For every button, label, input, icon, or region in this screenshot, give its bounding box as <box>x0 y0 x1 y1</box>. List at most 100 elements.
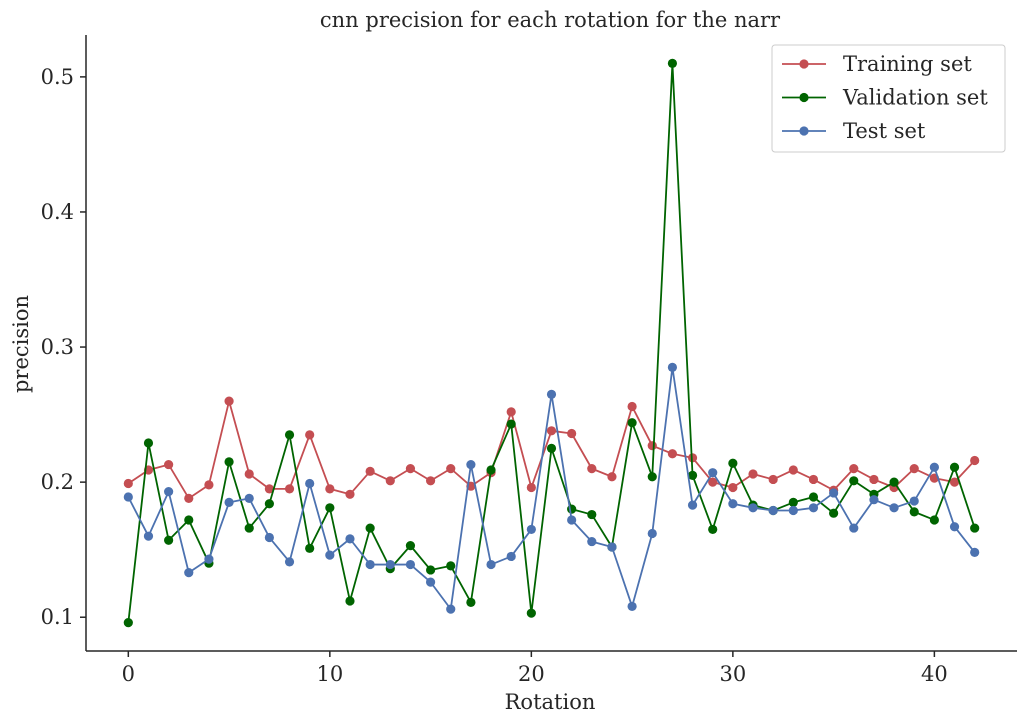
data-point-validation-set <box>365 523 375 533</box>
data-point-validation-set <box>446 561 456 571</box>
x-tick-label: 0 <box>122 662 135 686</box>
data-point-test-set <box>446 604 456 614</box>
data-point-training-set <box>728 482 738 493</box>
data-point-validation-set <box>143 438 154 448</box>
data-point-training-set <box>546 426 557 436</box>
data-point-test-set <box>164 486 174 497</box>
legend: Training set Validation set Test set <box>771 44 1006 153</box>
data-point-training-set <box>123 478 133 489</box>
y-tick-label: 0.3 <box>41 335 74 359</box>
data-point-test-set <box>949 522 960 532</box>
series-line-test-set <box>127 366 976 611</box>
data-point-training-set <box>446 464 456 474</box>
data-point-validation-set <box>506 419 516 429</box>
data-point-validation-set <box>647 472 657 482</box>
data-point-training-set <box>204 480 214 490</box>
data-point-training-set <box>244 469 254 479</box>
data-point-training-set <box>587 464 597 474</box>
data-point-training-set <box>305 430 315 440</box>
y-tick-label: 0.5 <box>41 65 74 89</box>
data-point-validation-set <box>526 608 536 618</box>
x-axis-label: Rotation <box>505 690 596 714</box>
data-point-training-set <box>506 407 516 417</box>
data-point-training-set <box>768 474 778 485</box>
data-point-validation-set <box>728 458 738 468</box>
data-point-test-set <box>788 505 798 516</box>
y-tick-label: 0.2 <box>41 470 74 494</box>
legend-item-training-set: Training set <box>782 52 972 76</box>
data-point-test-set <box>708 468 718 478</box>
data-point-test-set <box>889 503 899 513</box>
data-point-validation-set <box>264 499 274 509</box>
data-point-training-set <box>325 484 335 494</box>
data-point-training-set <box>708 477 718 487</box>
data-point-test-set <box>143 531 154 541</box>
data-point-test-set <box>667 362 678 372</box>
data-point-test-set <box>526 524 536 535</box>
data-point-validation-set <box>244 523 254 533</box>
data-point-test-set <box>909 496 919 506</box>
data-point-validation-set <box>305 543 315 553</box>
data-point-validation-set <box>808 492 819 502</box>
legend-marker <box>799 59 809 69</box>
data-point-validation-set <box>949 462 960 472</box>
data-point-test-set <box>284 557 295 567</box>
data-point-test-set <box>385 559 395 570</box>
data-point-validation-set <box>123 618 133 628</box>
x-tick-label: 30 <box>719 662 746 686</box>
data-point-training-set <box>284 484 295 494</box>
data-point-training-set <box>184 493 194 503</box>
data-point-validation-set <box>667 58 678 68</box>
data-point-test-set <box>728 499 738 509</box>
data-point-training-set <box>667 449 678 459</box>
data-point-training-set <box>788 465 798 475</box>
data-point-training-set <box>949 477 960 487</box>
data-point-validation-set <box>466 597 476 607</box>
data-point-training-set <box>526 482 536 493</box>
data-point-training-set <box>567 428 577 439</box>
data-point-validation-set <box>587 509 597 520</box>
legend-marker <box>799 92 809 103</box>
data-point-validation-set <box>788 497 798 508</box>
data-point-test-set <box>123 492 133 502</box>
data-point-test-set <box>829 488 839 498</box>
data-point-test-set <box>647 528 657 539</box>
data-point-training-set <box>970 455 980 466</box>
data-point-test-set <box>849 523 859 533</box>
x-ticks: 0 10 20 30 40 <box>122 651 948 686</box>
legend-label: Test set <box>843 119 926 143</box>
series-test-set <box>123 362 980 614</box>
data-point-training-set <box>909 464 919 474</box>
data-point-training-set <box>748 469 758 479</box>
data-point-test-set <box>546 389 557 399</box>
data-point-training-set <box>164 459 174 470</box>
data-point-validation-set <box>224 457 234 467</box>
data-point-validation-set <box>708 524 718 535</box>
data-point-training-set <box>264 484 274 494</box>
data-point-test-set <box>607 542 617 552</box>
y-axis-label: precision <box>9 295 33 393</box>
data-point-training-set <box>869 474 879 485</box>
data-point-test-set <box>486 559 496 570</box>
legend-marker <box>799 126 809 136</box>
data-point-validation-set <box>567 504 577 514</box>
data-point-test-set <box>405 559 416 570</box>
data-point-validation-set <box>486 465 496 475</box>
data-point-test-set <box>264 532 274 543</box>
data-point-test-set <box>345 534 355 544</box>
data-point-test-set <box>970 547 980 557</box>
data-point-validation-set <box>546 443 557 453</box>
data-point-test-set <box>929 462 939 472</box>
data-point-test-set <box>627 601 637 612</box>
data-point-validation-set <box>687 470 698 480</box>
x-tick-label: 10 <box>316 662 343 686</box>
data-point-validation-set <box>909 507 919 517</box>
data-point-test-set <box>768 505 778 516</box>
data-point-validation-set <box>425 565 436 575</box>
data-point-test-set <box>869 495 879 505</box>
legend-label: Training set <box>843 52 972 76</box>
data-point-test-set <box>587 536 597 547</box>
data-point-test-set <box>325 550 335 560</box>
data-point-validation-set <box>929 515 939 525</box>
